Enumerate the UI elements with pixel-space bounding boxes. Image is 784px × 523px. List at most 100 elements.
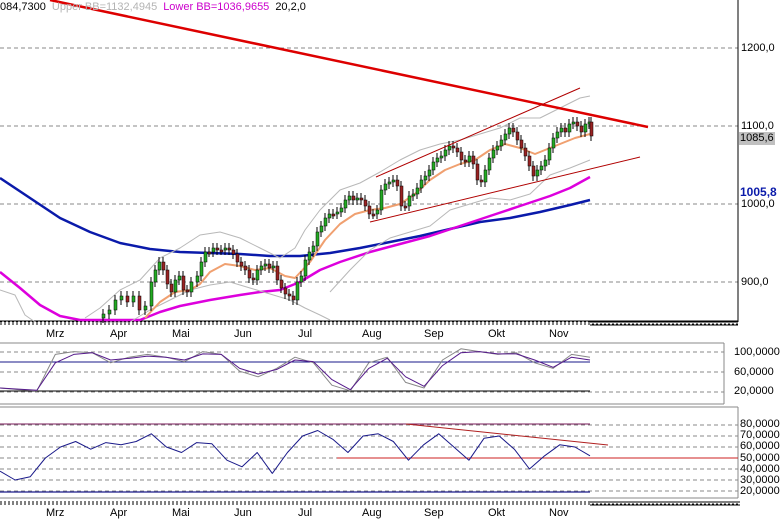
candle-up (499, 139, 504, 147)
candle-up (149, 281, 154, 307)
candle-up (583, 123, 588, 133)
candle-down (371, 213, 376, 217)
candle-up (307, 251, 312, 261)
candle-up (203, 251, 208, 263)
candle-down (511, 127, 516, 133)
candle-up (439, 155, 444, 159)
candle-up (483, 169, 488, 183)
candle-up (491, 149, 496, 159)
candle-up (339, 207, 344, 213)
candle-up (555, 131, 560, 139)
bottom-month-label-mai: Mai (172, 507, 190, 519)
candle-up (119, 295, 124, 301)
candle-down (367, 205, 372, 215)
candle-up (189, 281, 194, 293)
bb-upper-line (84, 95, 591, 319)
month-label-okt: Okt (488, 328, 506, 340)
candle-up (327, 213, 332, 219)
rsi-tick-50: 50,0000 (740, 452, 780, 464)
candle-down (283, 287, 288, 295)
month-label-apr: Apr (110, 328, 128, 340)
candle-up (107, 309, 112, 315)
candle-down (207, 251, 212, 255)
candle-down (279, 279, 284, 289)
rsi-tick-40: 40,0000 (740, 463, 780, 475)
candle-down (137, 295, 142, 311)
candle-up (407, 195, 412, 207)
stoch-k-line (0, 348, 591, 392)
candle-up (211, 247, 216, 253)
candle-down (515, 131, 520, 141)
candle-up (543, 159, 548, 167)
candle-up (255, 269, 260, 281)
candle-up (571, 121, 576, 125)
candle-up (259, 265, 264, 271)
bb-lower-left (95, 281, 331, 323)
candle-up (423, 175, 428, 181)
candle-down (359, 197, 364, 201)
rsi-tick-80: 80,0000 (740, 418, 780, 430)
candle-up (303, 259, 308, 277)
last-price-tag: 1085,6 (739, 132, 775, 145)
bb-lower-line (329, 159, 591, 293)
resistance-trendline (49, 0, 649, 129)
stoch-tick-20: 20,0000 (734, 385, 774, 397)
candle-down (287, 293, 292, 297)
candle-down (563, 127, 568, 133)
candle-up (199, 261, 204, 277)
legend-bb-params: 20,2,0 (275, 1, 306, 13)
candle-down (239, 261, 244, 267)
candle-up (547, 147, 552, 161)
candle-up (387, 181, 392, 185)
candle-down (399, 185, 404, 207)
candle-up (153, 269, 158, 283)
candle-up (447, 145, 452, 151)
candle-down (291, 295, 296, 301)
candle-down (185, 289, 190, 293)
candle-up (101, 313, 106, 319)
candle-up (435, 157, 440, 163)
candle-down (227, 247, 232, 251)
candle-down (251, 277, 256, 281)
candle-up (535, 169, 540, 177)
month-label-nov: Nov (549, 328, 569, 340)
price-tick-1000: 1000,0 (741, 198, 775, 210)
candle-up (427, 169, 432, 177)
bb-upper-left (0, 289, 36, 323)
candle-down (455, 147, 460, 153)
candle-up (143, 305, 148, 311)
bottom-month-label-jun: Jun (234, 507, 252, 519)
candle-up (539, 165, 544, 171)
candle-down (479, 179, 484, 183)
candle-down (243, 265, 248, 271)
month-label-aug: Aug (362, 328, 382, 340)
candle-up (271, 265, 276, 269)
candle-down (527, 155, 532, 167)
candle-up (173, 279, 178, 293)
candle-down (523, 147, 528, 157)
candle-down (403, 205, 408, 209)
candle-down (215, 247, 220, 251)
channel-lower-trendline (369, 156, 641, 223)
legend-close-value: 084,7300 (0, 1, 46, 13)
candle-up (223, 247, 228, 251)
candle-up (299, 275, 304, 283)
candle-down (471, 155, 476, 165)
candle-down (463, 159, 468, 163)
bottom-month-label-okt: Okt (488, 507, 506, 519)
candle-down (451, 145, 456, 149)
candle-up (315, 231, 320, 247)
candle-up (507, 127, 512, 135)
month-label-mai: Mai (172, 328, 190, 340)
rsi-tick-70: 70,0000 (740, 429, 780, 441)
candle-down (219, 249, 224, 253)
bottom-month-label-apr: Apr (110, 507, 128, 519)
candle-down (531, 165, 536, 177)
candle-up (343, 199, 348, 209)
rsi-resistance-trendline (405, 423, 609, 446)
candle-up (415, 187, 420, 195)
candle-up (559, 127, 564, 133)
month-label-jun: Jun (234, 328, 252, 340)
candle-up (195, 275, 200, 283)
